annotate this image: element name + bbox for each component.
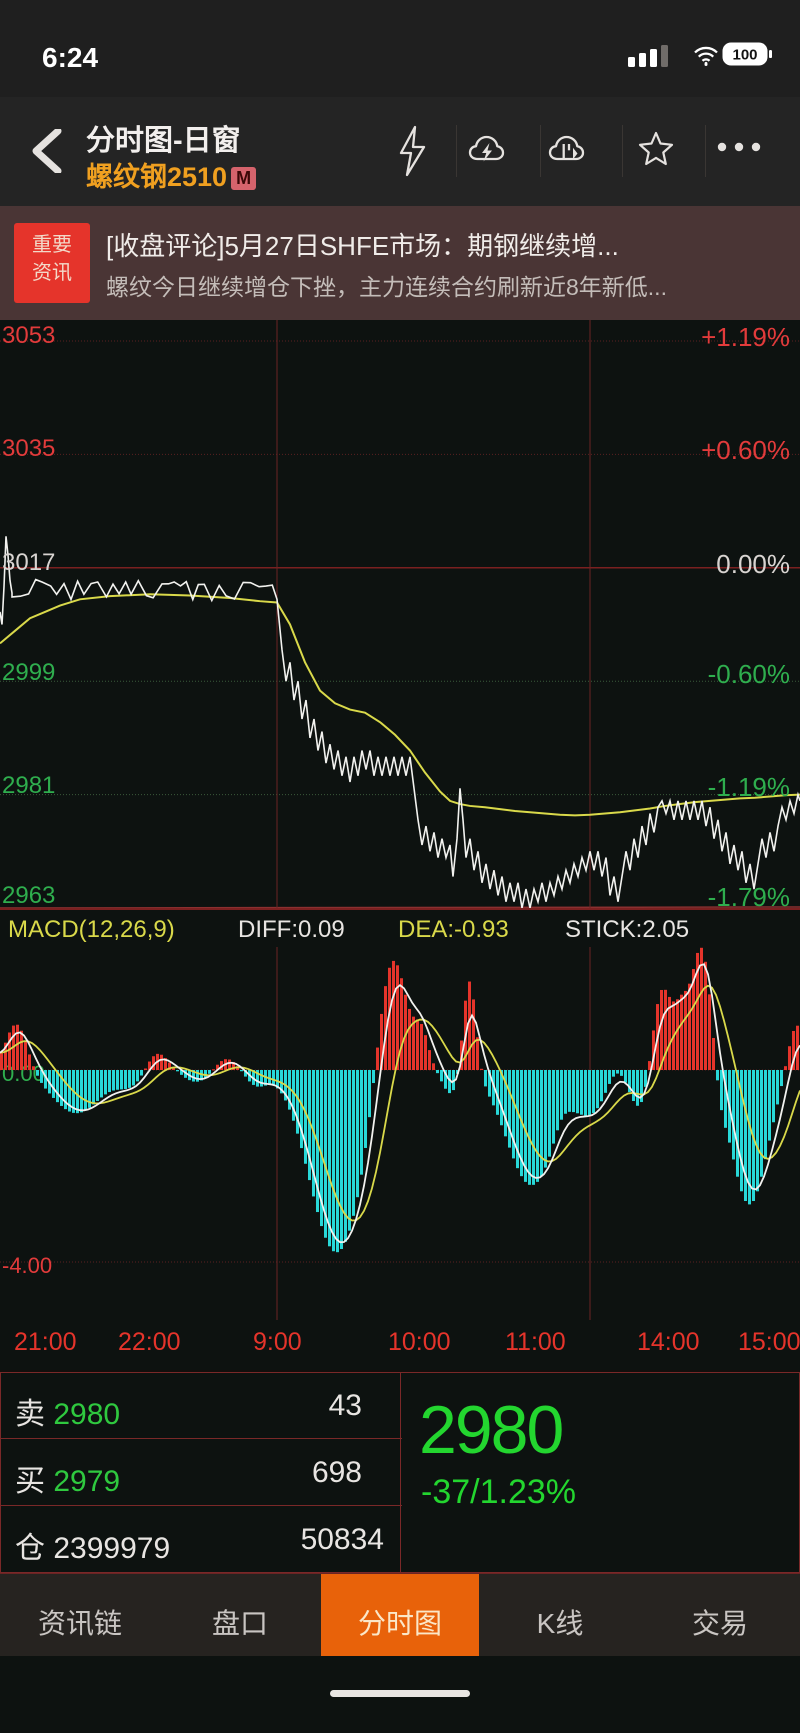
svg-text:100: 100 (732, 47, 757, 64)
